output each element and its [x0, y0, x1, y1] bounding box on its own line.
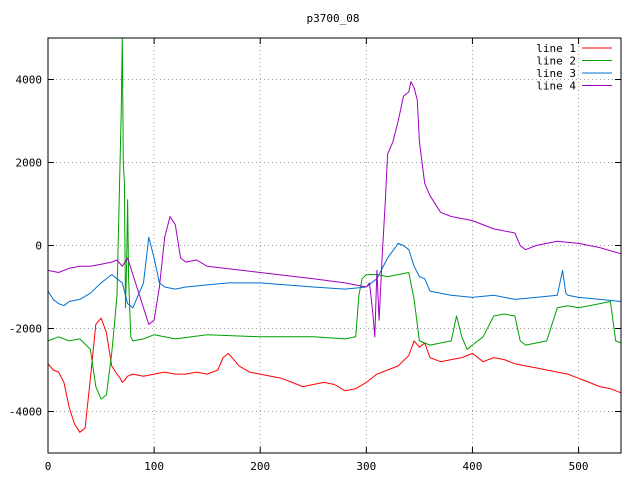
x-tick-label: 200	[250, 460, 270, 473]
legend-label-1: line 1	[536, 42, 576, 55]
series-line-1	[47, 317, 622, 433]
chart-title: p3700_08	[307, 12, 360, 25]
x-tick-label: 300	[356, 460, 376, 473]
series-group	[47, 37, 622, 433]
x-tick-label: 400	[463, 460, 483, 473]
series-line-3	[47, 236, 622, 309]
legend-label-3: line 3	[536, 67, 576, 80]
series-line-2	[47, 37, 622, 400]
y-tick-label: 0	[35, 240, 42, 253]
legend-label-4: line 4	[536, 80, 576, 93]
y-tick-label: 2000	[16, 157, 43, 170]
x-axis: 0 100 200 300 400 500	[45, 38, 589, 473]
y-tick-label: -2000	[9, 323, 42, 336]
x-tick-label: 100	[144, 460, 164, 473]
x-tick-label: 0	[45, 460, 52, 473]
y-axis: -4000 -2000 0 2000 4000	[9, 74, 621, 419]
y-tick-label: 4000	[16, 74, 43, 87]
series-line-4	[47, 81, 622, 338]
x-tick-label: 500	[569, 460, 589, 473]
legend-label-2: line 2	[536, 55, 576, 68]
y-tick-label: -4000	[9, 406, 42, 419]
